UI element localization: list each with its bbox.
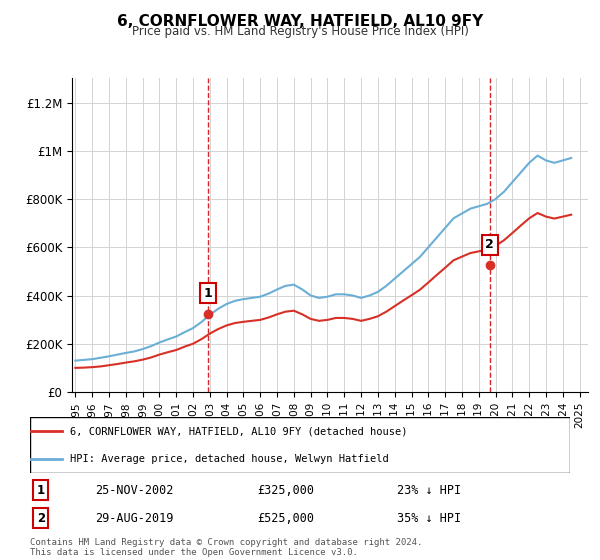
Text: 23% ↓ HPI: 23% ↓ HPI	[397, 483, 461, 497]
FancyBboxPatch shape	[30, 417, 570, 473]
Text: 1: 1	[204, 287, 212, 300]
Text: 6, CORNFLOWER WAY, HATFIELD, AL10 9FY (detached house): 6, CORNFLOWER WAY, HATFIELD, AL10 9FY (d…	[71, 426, 408, 436]
Text: HPI: Average price, detached house, Welwyn Hatfield: HPI: Average price, detached house, Welw…	[71, 454, 389, 464]
Text: 2: 2	[485, 239, 494, 251]
Text: Contains HM Land Registry data © Crown copyright and database right 2024.
This d: Contains HM Land Registry data © Crown c…	[30, 538, 422, 557]
Text: 2: 2	[37, 511, 45, 525]
Text: 29-AUG-2019: 29-AUG-2019	[95, 511, 173, 525]
Text: 25-NOV-2002: 25-NOV-2002	[95, 483, 173, 497]
Text: 35% ↓ HPI: 35% ↓ HPI	[397, 511, 461, 525]
Text: £525,000: £525,000	[257, 511, 314, 525]
Text: Price paid vs. HM Land Registry's House Price Index (HPI): Price paid vs. HM Land Registry's House …	[131, 25, 469, 38]
Text: 6, CORNFLOWER WAY, HATFIELD, AL10 9FY: 6, CORNFLOWER WAY, HATFIELD, AL10 9FY	[117, 14, 483, 29]
Text: £325,000: £325,000	[257, 483, 314, 497]
Text: 1: 1	[37, 483, 45, 497]
